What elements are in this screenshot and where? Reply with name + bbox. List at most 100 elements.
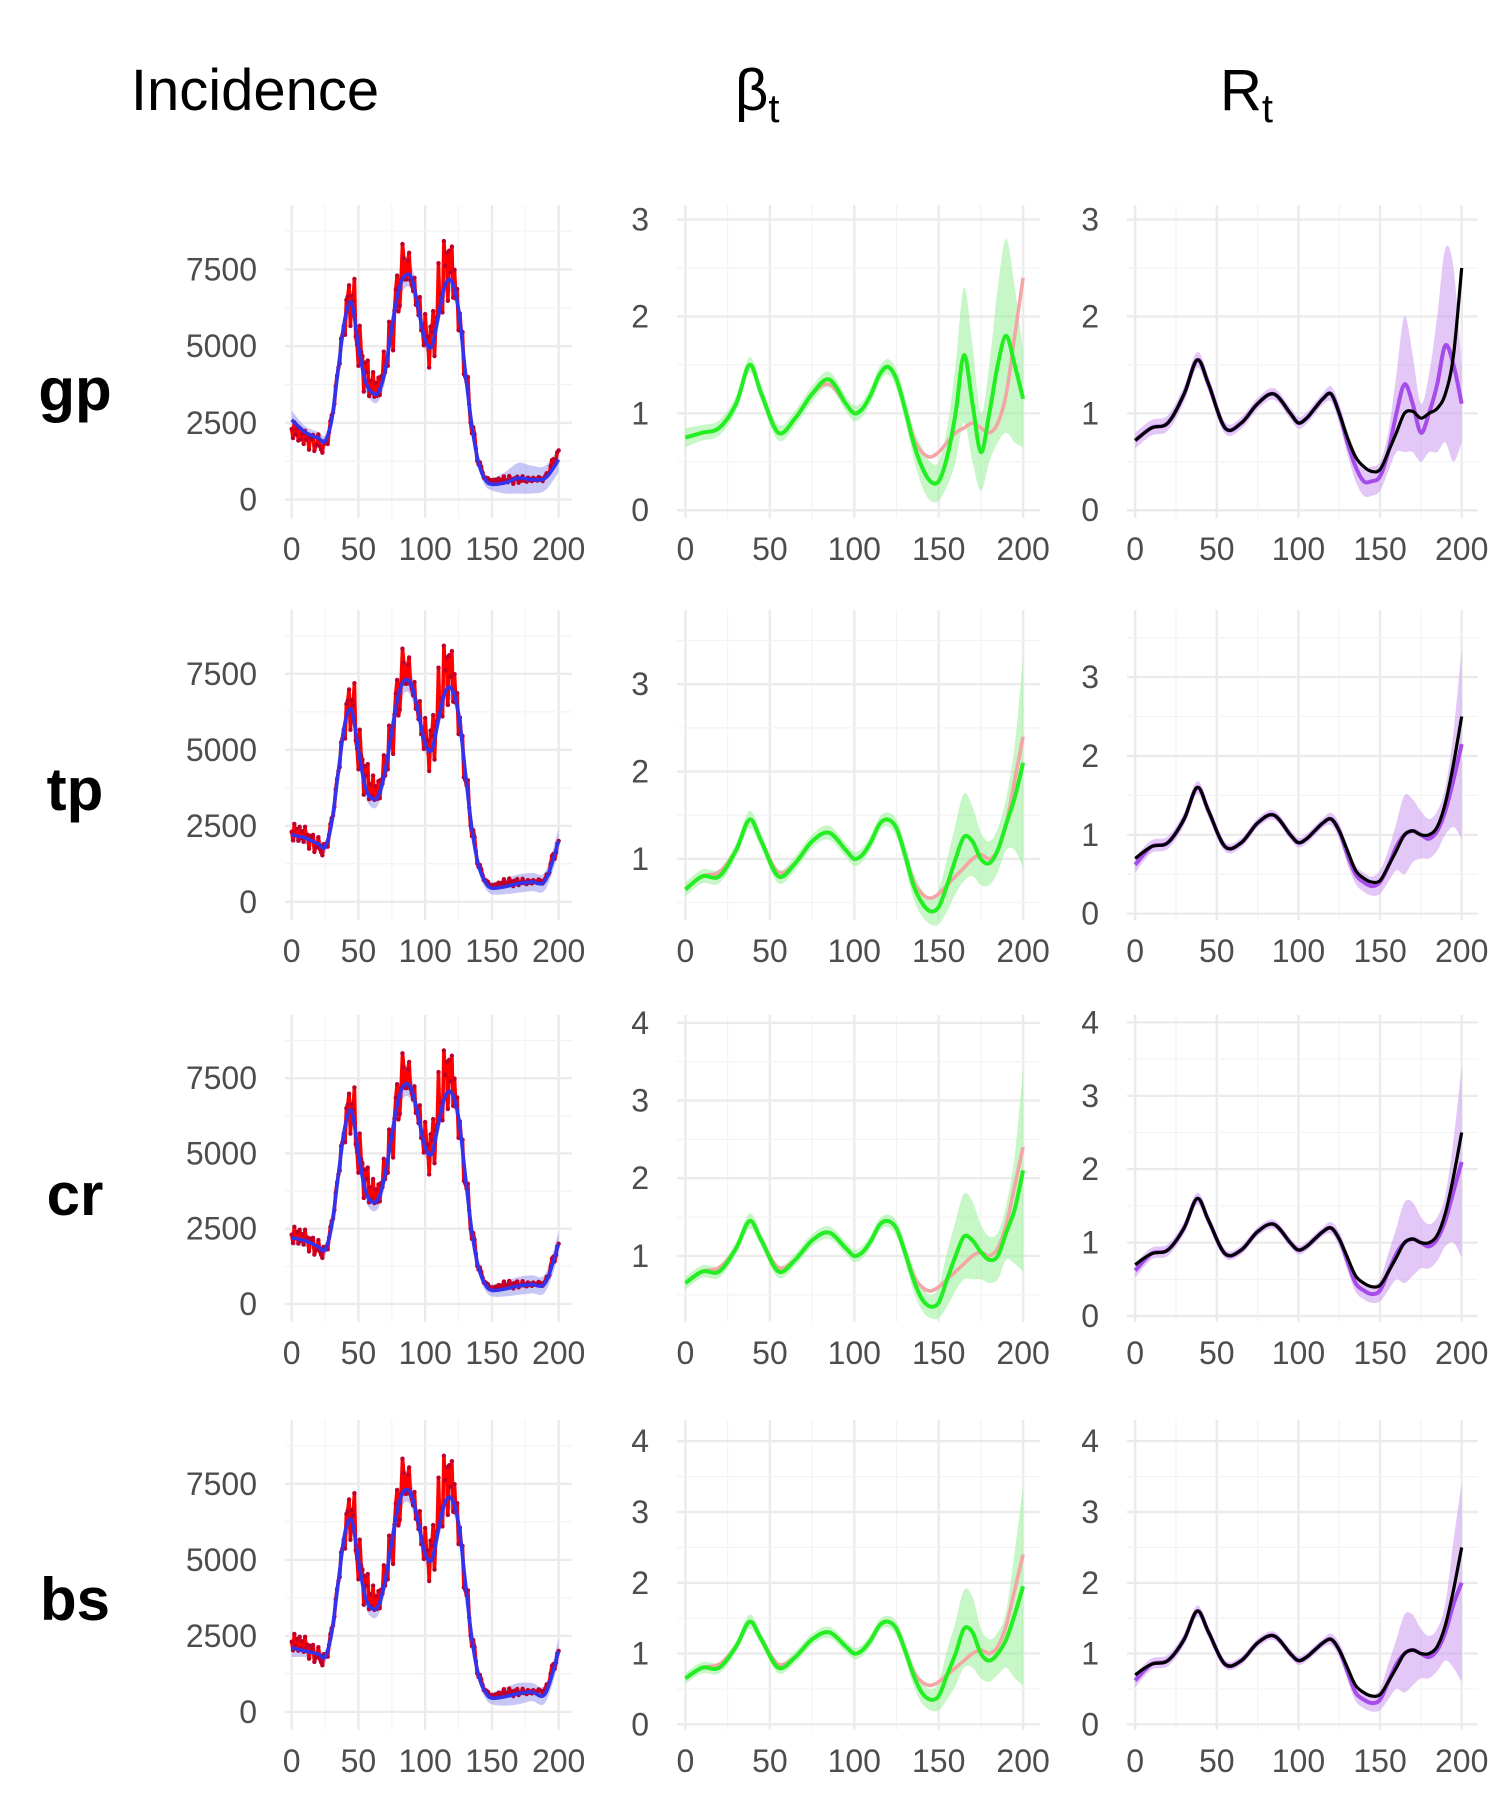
y-tick-label: 2 bbox=[1081, 298, 1099, 334]
grid bbox=[677, 1420, 1040, 1730]
y-tick-label: 2500 bbox=[186, 1211, 257, 1247]
observed-point bbox=[397, 1517, 402, 1522]
observed-point bbox=[390, 348, 396, 353]
observed-point bbox=[357, 323, 362, 329]
x-tick-label: 0 bbox=[677, 531, 695, 567]
observed-point bbox=[320, 1255, 325, 1261]
x-tick-label: 200 bbox=[996, 933, 1049, 969]
observed-point bbox=[446, 1057, 452, 1063]
observed-point bbox=[320, 853, 325, 858]
x-tick-label: 100 bbox=[828, 531, 881, 567]
observed-point bbox=[364, 369, 369, 375]
observed-point bbox=[406, 1465, 412, 1470]
estimated-beta-line bbox=[684, 1169, 1026, 1309]
fitted-incidence-line bbox=[291, 1487, 561, 1701]
x-tick-label: 150 bbox=[912, 1743, 965, 1779]
observed-point bbox=[300, 1639, 305, 1644]
observed-point bbox=[381, 1156, 386, 1162]
observed-point bbox=[401, 1470, 407, 1476]
observed-point bbox=[429, 1137, 435, 1142]
observed-point bbox=[394, 1082, 400, 1087]
observed-point bbox=[302, 824, 308, 830]
x-tick-label: 0 bbox=[1126, 1335, 1144, 1371]
col-title-incidence: Incidence bbox=[131, 58, 379, 123]
grid bbox=[677, 1015, 1040, 1322]
col-title-rt: Rt bbox=[1220, 58, 1273, 131]
observed-point bbox=[297, 1634, 302, 1639]
x-tick-label: 200 bbox=[996, 1743, 1049, 1779]
observed-point bbox=[306, 1249, 312, 1254]
grid bbox=[1127, 1420, 1478, 1730]
x-tick-label: 50 bbox=[752, 1743, 788, 1779]
observed-point bbox=[401, 256, 407, 261]
observed-point bbox=[373, 1593, 378, 1599]
observed-point bbox=[404, 1491, 409, 1496]
observed-point bbox=[312, 1252, 317, 1257]
observed-point bbox=[361, 1602, 366, 1607]
x-tick-label: 0 bbox=[1126, 531, 1144, 567]
x-tick-label: 100 bbox=[1272, 933, 1325, 969]
observed-point bbox=[404, 1085, 409, 1091]
y-tick-label: 0 bbox=[239, 482, 257, 518]
x-tick-label: 200 bbox=[532, 1743, 585, 1779]
observed-point bbox=[406, 250, 412, 256]
y-tick-label: 0 bbox=[631, 492, 649, 528]
observed-point bbox=[520, 1686, 525, 1691]
observed-point bbox=[345, 1508, 350, 1514]
observed-point bbox=[396, 1117, 401, 1122]
observed-point bbox=[349, 697, 354, 703]
observed-point bbox=[400, 646, 405, 651]
observed-point bbox=[441, 1048, 447, 1053]
y-tick-label: 7500 bbox=[186, 1060, 257, 1096]
x-tick-label: 200 bbox=[996, 531, 1049, 567]
observed-point bbox=[441, 643, 447, 648]
x-tick-label: 200 bbox=[1435, 1743, 1488, 1779]
x-tick-label: 200 bbox=[532, 933, 585, 969]
observed-point bbox=[381, 349, 386, 354]
x-tick-label: 150 bbox=[1353, 933, 1406, 969]
observed-point bbox=[515, 876, 520, 882]
grid bbox=[1127, 205, 1478, 518]
observed-point bbox=[368, 378, 373, 384]
y-tick-label: 0 bbox=[1081, 896, 1099, 932]
observed-point bbox=[386, 723, 392, 728]
observed-point bbox=[445, 298, 451, 304]
x-tick-label: 150 bbox=[465, 531, 518, 567]
grid bbox=[285, 1420, 572, 1730]
observed-point bbox=[348, 1537, 353, 1542]
observed-point bbox=[357, 1537, 362, 1542]
observed-point bbox=[442, 668, 448, 673]
observed-point bbox=[442, 1478, 448, 1483]
observed-point bbox=[370, 1176, 376, 1182]
y-tick-label: 2 bbox=[1081, 738, 1099, 774]
observed-point bbox=[426, 1578, 432, 1584]
observed-point bbox=[394, 677, 400, 683]
x-tick-label: 0 bbox=[677, 933, 695, 969]
observed-point bbox=[397, 707, 402, 712]
observed-point bbox=[292, 1631, 297, 1637]
y-tick-label: 0 bbox=[239, 1286, 257, 1322]
observed-point bbox=[381, 1563, 386, 1568]
observed-point bbox=[511, 481, 516, 486]
observed-point bbox=[397, 303, 402, 308]
observed-point bbox=[515, 1686, 520, 1692]
observed-point bbox=[404, 681, 409, 686]
observed-point bbox=[348, 1131, 353, 1136]
observed-point bbox=[441, 238, 447, 244]
panel-bs-beta: 0 50 100 150 200 0 1 2 3 4 bbox=[631, 1420, 1050, 1779]
observed-point bbox=[370, 773, 376, 778]
observed-point bbox=[556, 448, 561, 453]
x-tick-label: 200 bbox=[532, 1335, 585, 1371]
observed-point bbox=[452, 671, 457, 677]
observed-point bbox=[445, 1512, 451, 1518]
observed-point bbox=[452, 1481, 457, 1487]
y-tick-label: 4 bbox=[631, 1423, 649, 1459]
observed-point bbox=[292, 821, 297, 827]
observed-point bbox=[293, 1643, 298, 1648]
row-labels: gp tp cr bs bbox=[38, 356, 111, 1633]
x-tick-label: 100 bbox=[398, 1335, 451, 1371]
observed-point bbox=[449, 244, 455, 249]
observed-point bbox=[429, 733, 435, 738]
x-tick-label: 150 bbox=[465, 1743, 518, 1779]
